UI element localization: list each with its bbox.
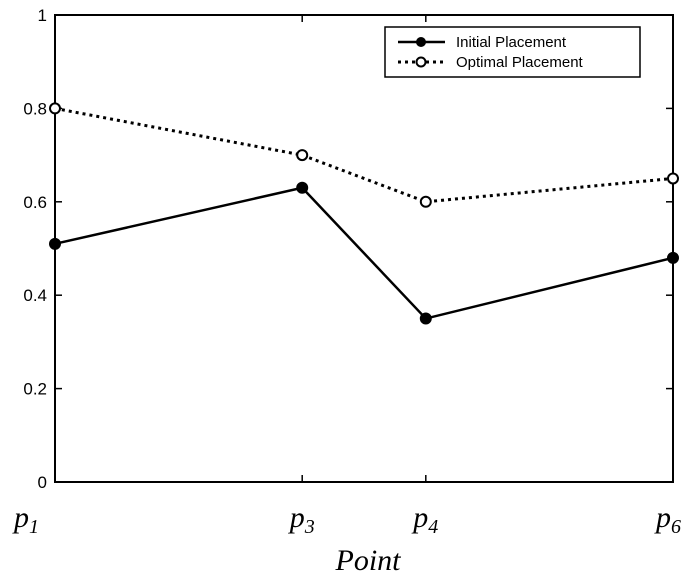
- x-tick-label-base: p: [288, 501, 305, 534]
- plot-area: [54, 14, 674, 483]
- y-tick-label: 0.4: [23, 286, 47, 305]
- legend-marker: [416, 37, 426, 47]
- data-point-optimal: [296, 149, 309, 162]
- data-point-optimal: [419, 195, 432, 208]
- legend-box: [384, 26, 641, 78]
- data-point-optimal: [667, 172, 679, 185]
- series-line-optimal: [54, 106, 674, 204]
- series-layer: [49, 102, 679, 325]
- x-tick-label: p1: [12, 501, 39, 538]
- y-tick-label: 0: [38, 473, 47, 492]
- legend: Initial Placement Optimal Placement: [384, 26, 641, 78]
- x-tick-label: p6: [654, 501, 681, 538]
- legend-label: Optimal Placement: [456, 54, 584, 71]
- y-tick-label: 0.8: [23, 99, 47, 118]
- y-tick-label: 1: [38, 6, 47, 25]
- x-tick-label-subscript: 6: [671, 516, 681, 538]
- data-point-initial: [419, 312, 432, 325]
- data-point-initial: [667, 251, 679, 264]
- x-tick-label-base: p: [12, 501, 29, 534]
- data-point-initial: [49, 237, 61, 250]
- legend-label: Initial Placement: [456, 34, 567, 51]
- x-tick-label-subscript: 4: [428, 516, 438, 538]
- data-point-initial: [296, 181, 309, 194]
- y-axis-ticks: 0 0.2 0.4 0.6 0.8 1: [23, 6, 673, 492]
- series-line-initial: [54, 186, 674, 320]
- data-point-optimal: [49, 102, 61, 115]
- x-tick-label-subscript: 1: [29, 516, 39, 538]
- y-tick-label: 0.2: [23, 380, 47, 399]
- x-tick-label-subscript: 3: [304, 516, 315, 538]
- x-tick-label: p4: [411, 501, 438, 538]
- legend-marker: [415, 56, 427, 68]
- y-tick-label: 0.6: [23, 193, 47, 212]
- x-tick-label-base: p: [411, 501, 428, 534]
- x-axis-ticks: p1 p3 p4 p6: [12, 15, 681, 538]
- x-axis-title: Point: [335, 544, 402, 577]
- x-tick-label: p3: [288, 501, 315, 538]
- x-tick-label-base: p: [654, 501, 671, 534]
